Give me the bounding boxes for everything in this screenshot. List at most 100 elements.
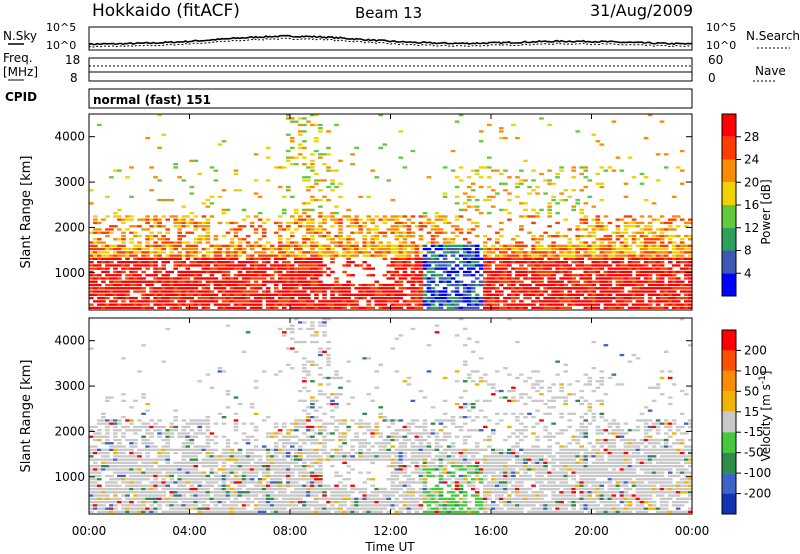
data-cell <box>466 303 472 306</box>
data-cell <box>241 491 247 494</box>
data-cell <box>137 280 142 283</box>
data-cell <box>153 474 158 478</box>
data-cell <box>101 257 106 260</box>
data-cell <box>97 474 102 478</box>
data-cell <box>169 293 174 296</box>
data-cell <box>294 419 299 422</box>
data-cell <box>298 264 303 267</box>
data-cell <box>229 277 235 280</box>
data-cell <box>466 257 472 260</box>
data-cell <box>302 146 307 149</box>
data-cell <box>153 176 158 179</box>
data-cell <box>93 231 98 234</box>
data-cell <box>591 280 597 283</box>
data-cell <box>294 270 299 274</box>
data-cell <box>273 166 279 169</box>
data-cell <box>113 432 118 435</box>
data-cell <box>326 455 331 458</box>
data-cell <box>491 251 496 254</box>
data-cell <box>575 130 580 133</box>
data-cell <box>241 465 247 468</box>
data-cell <box>535 306 540 309</box>
data-cell <box>269 491 275 494</box>
data-cell <box>410 283 416 287</box>
data-cell <box>599 143 605 146</box>
data-cell <box>205 487 211 491</box>
data-cell <box>567 280 572 283</box>
data-cell <box>543 247 548 251</box>
data-cell <box>225 507 231 510</box>
data-cell <box>406 225 412 228</box>
data-cell <box>378 251 383 254</box>
data-cell <box>619 247 625 251</box>
data-cell <box>402 277 408 280</box>
data-cell <box>370 296 375 300</box>
freq-label: Freq. <box>3 51 33 65</box>
data-cell <box>189 500 195 504</box>
data-cell <box>350 458 355 461</box>
data-cell <box>217 478 223 481</box>
data-cell <box>402 231 408 234</box>
data-cell <box>141 247 146 251</box>
data-cell <box>213 510 219 513</box>
data-cell <box>105 293 110 296</box>
data-cell <box>507 212 512 215</box>
data-cell <box>269 264 275 267</box>
data-cell <box>157 179 162 182</box>
data-cell <box>547 274 552 277</box>
data-cell <box>193 458 199 461</box>
data-cell <box>350 225 355 228</box>
data-cell <box>671 218 677 221</box>
data-cell <box>221 491 227 494</box>
data-cell <box>161 432 166 435</box>
data-cell <box>458 244 464 247</box>
data-cell <box>201 303 207 306</box>
data-cell <box>394 283 400 287</box>
data-cell <box>418 238 424 241</box>
data-cell <box>129 218 134 221</box>
data-cell <box>113 487 118 491</box>
data-cell <box>515 306 520 309</box>
data-cell <box>261 504 267 507</box>
data-cell <box>555 296 560 300</box>
data-cell <box>209 215 215 218</box>
data-cell <box>659 241 665 244</box>
data-cell <box>302 386 307 389</box>
data-cell <box>153 303 158 306</box>
data-cell <box>474 303 480 306</box>
data-cell <box>462 306 468 309</box>
data-cell <box>487 225 492 228</box>
data-cell <box>109 396 114 399</box>
data-cell <box>229 468 235 471</box>
data-cell <box>619 293 625 296</box>
data-cell <box>225 247 231 251</box>
data-cell <box>326 153 331 156</box>
data-cell <box>667 296 673 300</box>
data-cell <box>157 419 162 422</box>
data-cell <box>253 510 259 513</box>
data-cell <box>221 484 227 487</box>
data-cell <box>571 257 576 260</box>
data-cell <box>567 303 572 306</box>
data-cell <box>362 251 367 254</box>
data-cell <box>282 438 287 442</box>
data-cell <box>93 435 98 438</box>
data-cell <box>322 264 327 267</box>
data-cell <box>153 510 158 513</box>
data-cell <box>109 261 114 264</box>
nsky-label: N.Sky <box>3 29 37 43</box>
data-cell <box>559 267 564 270</box>
data-cell <box>314 172 319 176</box>
data-cell <box>302 478 307 481</box>
data-cell <box>659 257 665 260</box>
data-cell <box>129 251 134 254</box>
data-cell <box>121 221 126 225</box>
data-cell <box>583 254 589 257</box>
data-cell <box>298 283 303 287</box>
data-cell <box>294 283 299 287</box>
data-cell <box>153 494 158 497</box>
data-cell <box>265 287 271 290</box>
data-cell <box>282 487 287 491</box>
data-cell <box>422 261 428 264</box>
data-cell <box>362 290 367 293</box>
